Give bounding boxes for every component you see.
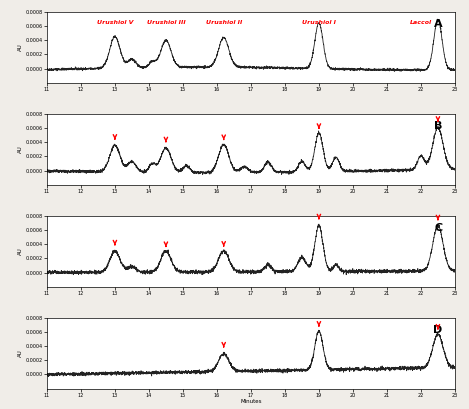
Text: A: A — [434, 19, 443, 29]
X-axis label: Minutes: Minutes — [240, 399, 262, 404]
Text: Urushiol III: Urushiol III — [146, 20, 185, 25]
Y-axis label: AU: AU — [18, 146, 23, 153]
Text: B: B — [434, 121, 443, 131]
Text: Urushiol I: Urushiol I — [302, 20, 336, 25]
Text: C: C — [435, 223, 443, 233]
Text: Urushiol II: Urushiol II — [205, 20, 242, 25]
Text: Urushiol V: Urushiol V — [97, 20, 133, 25]
Y-axis label: AU: AU — [18, 350, 23, 357]
Y-axis label: AU: AU — [18, 44, 23, 51]
Text: D: D — [433, 325, 443, 335]
Text: Laccol: Laccol — [410, 20, 432, 25]
Y-axis label: AU: AU — [18, 247, 23, 255]
